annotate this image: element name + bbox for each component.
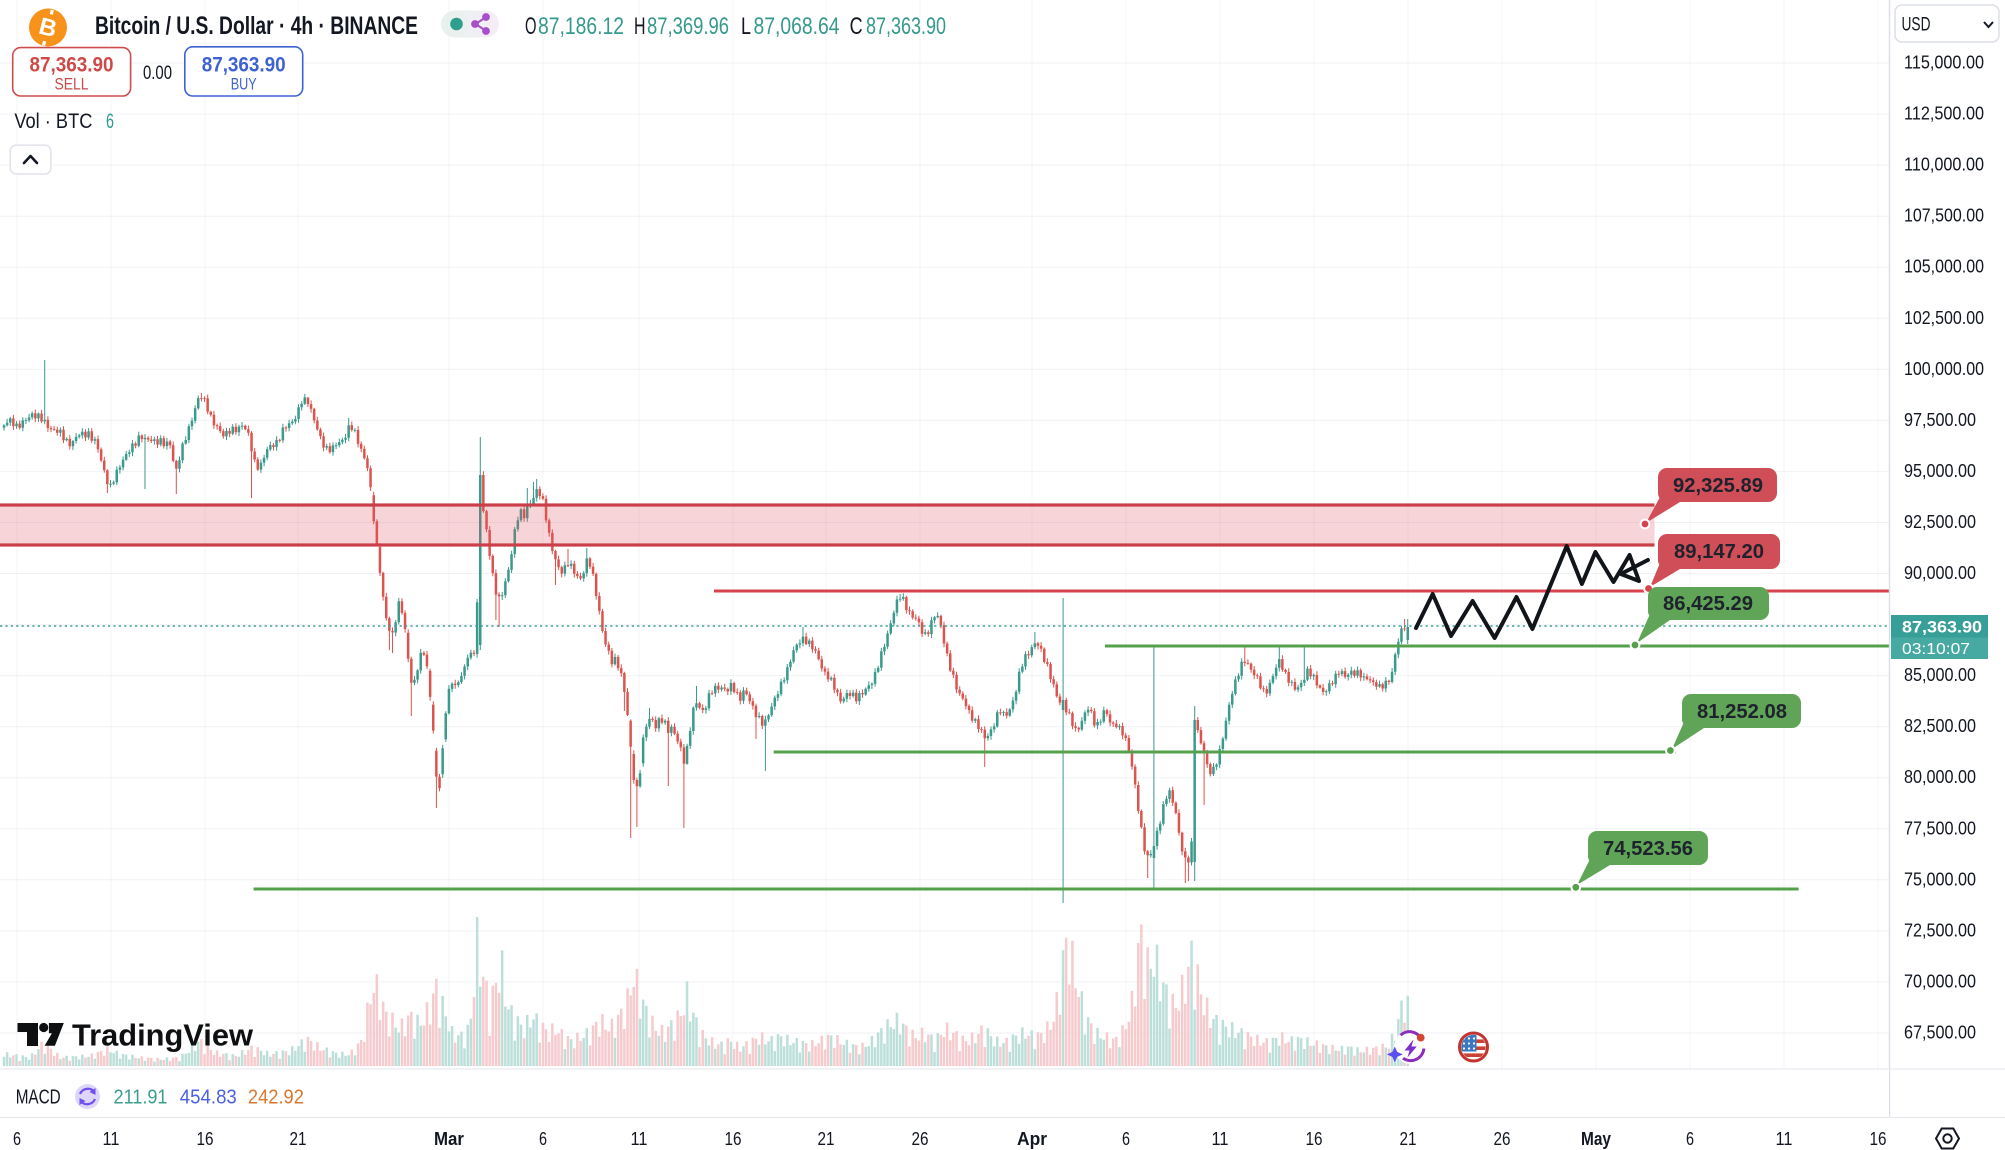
svg-text:86,425.29: 86,425.29: [1663, 593, 1753, 615]
svg-text:SELL: SELL: [55, 76, 89, 94]
svg-text:105,000.00: 105,000.00: [1904, 256, 1984, 277]
svg-text:85,000.00: 85,000.00: [1904, 664, 1976, 685]
svg-text:100,000.00: 100,000.00: [1904, 358, 1984, 379]
svg-text:TradingView: TradingView: [72, 1019, 253, 1053]
svg-text:Apr: Apr: [1017, 1129, 1047, 1149]
svg-text:03:10:07: 03:10:07: [1902, 641, 1970, 658]
svg-text:75,000.00: 75,000.00: [1904, 868, 1976, 889]
svg-text:11: 11: [103, 1129, 120, 1149]
svg-text:21: 21: [290, 1129, 307, 1149]
svg-text:87,363.90: 87,363.90: [30, 54, 114, 77]
svg-text:77,500.00: 77,500.00: [1904, 817, 1976, 838]
svg-text:211.91: 211.91: [114, 1087, 168, 1109]
svg-text:95,000.00: 95,000.00: [1904, 460, 1976, 481]
svg-text:Mar: Mar: [434, 1129, 464, 1149]
svg-text:82,500.00: 82,500.00: [1904, 715, 1976, 736]
svg-text:0.00: 0.00: [143, 63, 172, 84]
svg-text:89,147.20: 89,147.20: [1674, 541, 1764, 563]
svg-text:102,500.00: 102,500.00: [1904, 307, 1984, 328]
svg-text:97,500.00: 97,500.00: [1904, 409, 1976, 430]
svg-text:Vol · BTC: Vol · BTC: [14, 110, 92, 133]
svg-text:16: 16: [1870, 1129, 1887, 1149]
svg-text:87,369.96: 87,369.96: [647, 13, 729, 40]
svg-text:Bitcoin / U.S. Dollar · 4h · B: Bitcoin / U.S. Dollar · 4h · BINANCE: [95, 12, 418, 40]
svg-text:26: 26: [1494, 1129, 1511, 1149]
svg-text:6: 6: [13, 1129, 21, 1149]
svg-text:90,000.00: 90,000.00: [1904, 562, 1976, 583]
svg-text:26: 26: [912, 1129, 929, 1149]
svg-text:72,500.00: 72,500.00: [1904, 919, 1976, 940]
svg-text:11: 11: [631, 1129, 648, 1149]
svg-text:87,363.90: 87,363.90: [866, 13, 946, 40]
svg-text:MACD: MACD: [16, 1087, 61, 1109]
svg-text:70,000.00: 70,000.00: [1904, 970, 1976, 991]
svg-text:112,500.00: 112,500.00: [1904, 103, 1984, 124]
svg-text:74,523.56: 74,523.56: [1603, 838, 1693, 860]
svg-text:6: 6: [106, 110, 114, 133]
svg-text:115,000.00: 115,000.00: [1904, 52, 1984, 73]
svg-text:107,500.00: 107,500.00: [1904, 205, 1984, 226]
svg-text:80,000.00: 80,000.00: [1904, 766, 1976, 787]
svg-text:110,000.00: 110,000.00: [1904, 154, 1984, 175]
svg-text:6: 6: [1686, 1129, 1694, 1149]
svg-text:92,325.89: 92,325.89: [1673, 475, 1763, 497]
svg-text:92,500.00: 92,500.00: [1904, 511, 1976, 532]
svg-text:87,363.90: 87,363.90: [202, 54, 286, 77]
svg-text:242.92: 242.92: [248, 1087, 304, 1109]
svg-text:6: 6: [539, 1129, 547, 1149]
svg-text:L: L: [741, 13, 751, 40]
svg-text:87,068.64: 87,068.64: [754, 13, 840, 40]
svg-text:May: May: [1581, 1129, 1611, 1149]
svg-text:67,500.00: 67,500.00: [1904, 1022, 1976, 1043]
svg-text:C: C: [850, 13, 863, 40]
svg-text:O: O: [525, 13, 537, 40]
svg-text:16: 16: [197, 1129, 214, 1149]
svg-text:87,186.12: 87,186.12: [538, 13, 624, 40]
svg-text:16: 16: [725, 1129, 742, 1149]
svg-text:21: 21: [1400, 1129, 1417, 1149]
svg-text:11: 11: [1776, 1129, 1793, 1149]
svg-text:16: 16: [1306, 1129, 1323, 1149]
svg-text:81,252.08: 81,252.08: [1697, 701, 1787, 723]
svg-text:454.83: 454.83: [180, 1087, 237, 1109]
svg-text:21: 21: [818, 1129, 835, 1149]
svg-text:B: B: [36, 13, 59, 43]
svg-text:11: 11: [1212, 1129, 1229, 1149]
svg-text:87,363.90: 87,363.90: [1902, 618, 1982, 637]
svg-text:BUY: BUY: [231, 76, 257, 94]
svg-text:H: H: [634, 13, 646, 40]
svg-text:6: 6: [1122, 1129, 1130, 1149]
svg-text:USD: USD: [1902, 15, 1931, 36]
